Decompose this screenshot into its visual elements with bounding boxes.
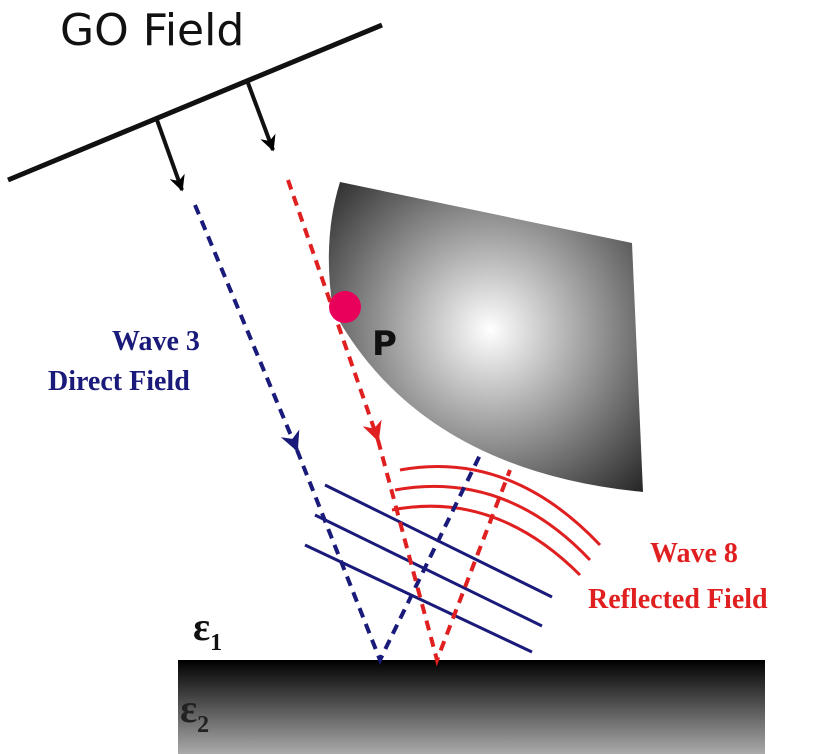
wave3-description: Direct Field [48, 366, 190, 397]
diagram: GO Field P Wave 3 Direct Field Wave 8 Re… [0, 0, 827, 754]
arrow [248, 83, 273, 150]
wave8-description: Reflected Field [588, 584, 768, 615]
point [329, 291, 361, 323]
ground [178, 660, 765, 754]
wave3-name: Wave 3 [112, 326, 200, 357]
point-label: P [372, 324, 397, 364]
wave8-name: Wave 8 [650, 538, 738, 569]
reflected-wavefronts [392, 467, 600, 575]
title: GO Field [60, 5, 244, 56]
medium-1: ε1 [193, 604, 222, 656]
arrow [157, 120, 182, 190]
